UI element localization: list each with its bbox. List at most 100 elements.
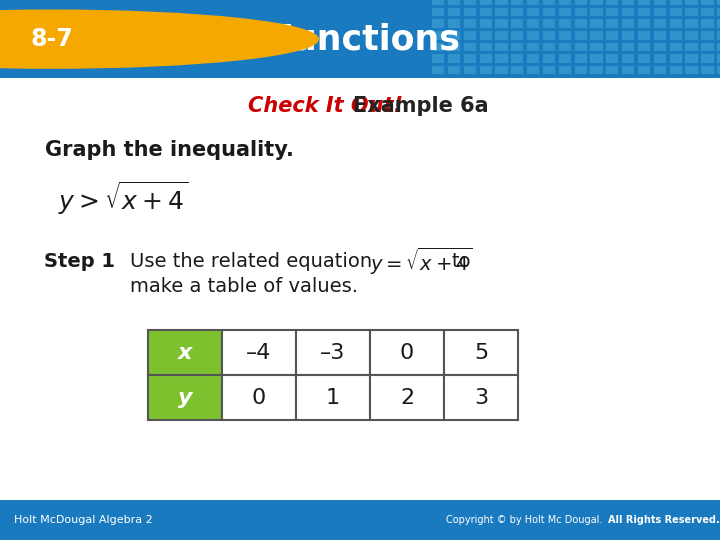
FancyBboxPatch shape (480, 0, 492, 5)
FancyBboxPatch shape (670, 31, 682, 39)
FancyBboxPatch shape (622, 66, 634, 75)
FancyBboxPatch shape (527, 31, 539, 39)
FancyBboxPatch shape (480, 43, 492, 51)
FancyBboxPatch shape (575, 66, 587, 75)
FancyBboxPatch shape (543, 66, 555, 75)
FancyBboxPatch shape (575, 31, 587, 39)
FancyBboxPatch shape (606, 66, 618, 75)
FancyBboxPatch shape (717, 66, 720, 75)
Text: make a table of values.: make a table of values. (130, 277, 358, 296)
FancyBboxPatch shape (701, 19, 714, 28)
Text: Example 6a: Example 6a (353, 96, 489, 116)
Circle shape (0, 10, 318, 68)
FancyBboxPatch shape (448, 0, 460, 5)
FancyBboxPatch shape (701, 8, 714, 16)
Text: 0: 0 (400, 343, 414, 363)
FancyBboxPatch shape (559, 54, 571, 63)
FancyBboxPatch shape (701, 66, 714, 75)
FancyBboxPatch shape (717, 54, 720, 63)
FancyBboxPatch shape (685, 43, 698, 51)
FancyBboxPatch shape (543, 54, 555, 63)
FancyBboxPatch shape (432, 19, 444, 28)
FancyBboxPatch shape (495, 19, 508, 28)
FancyBboxPatch shape (670, 43, 682, 51)
Bar (370, 375, 444, 421)
FancyBboxPatch shape (685, 66, 698, 75)
FancyBboxPatch shape (432, 66, 444, 75)
FancyBboxPatch shape (432, 54, 444, 63)
Bar (444, 330, 518, 375)
FancyBboxPatch shape (559, 8, 571, 16)
FancyBboxPatch shape (0, 500, 720, 540)
FancyBboxPatch shape (480, 8, 492, 16)
FancyBboxPatch shape (559, 19, 571, 28)
FancyBboxPatch shape (448, 31, 460, 39)
FancyBboxPatch shape (654, 43, 666, 51)
FancyBboxPatch shape (717, 31, 720, 39)
FancyBboxPatch shape (575, 0, 587, 5)
FancyBboxPatch shape (701, 0, 714, 5)
FancyBboxPatch shape (559, 43, 571, 51)
FancyBboxPatch shape (527, 8, 539, 16)
FancyBboxPatch shape (685, 54, 698, 63)
FancyBboxPatch shape (495, 66, 508, 75)
FancyBboxPatch shape (590, 66, 603, 75)
Text: 1: 1 (326, 388, 340, 408)
Text: Radical Functions: Radical Functions (115, 22, 460, 56)
FancyBboxPatch shape (543, 43, 555, 51)
Bar (222, 375, 296, 421)
Text: y: y (178, 388, 192, 408)
FancyBboxPatch shape (543, 31, 555, 39)
FancyBboxPatch shape (511, 54, 523, 63)
FancyBboxPatch shape (495, 8, 508, 16)
FancyBboxPatch shape (511, 66, 523, 75)
Text: 8-7: 8-7 (30, 27, 73, 51)
FancyBboxPatch shape (575, 19, 587, 28)
FancyBboxPatch shape (448, 54, 460, 63)
FancyBboxPatch shape (495, 0, 508, 5)
FancyBboxPatch shape (638, 54, 650, 63)
Text: –4: –4 (246, 343, 271, 363)
FancyBboxPatch shape (685, 0, 698, 5)
Text: Graph the inequality.: Graph the inequality. (45, 140, 294, 160)
Bar (444, 375, 518, 421)
FancyBboxPatch shape (480, 31, 492, 39)
FancyBboxPatch shape (464, 31, 476, 39)
FancyBboxPatch shape (717, 0, 720, 5)
FancyBboxPatch shape (606, 31, 618, 39)
FancyBboxPatch shape (701, 54, 714, 63)
FancyBboxPatch shape (701, 31, 714, 39)
FancyBboxPatch shape (464, 43, 476, 51)
Text: x: x (178, 343, 192, 363)
Bar (296, 330, 370, 375)
FancyBboxPatch shape (670, 54, 682, 63)
Bar (148, 330, 222, 375)
FancyBboxPatch shape (654, 31, 666, 39)
FancyBboxPatch shape (511, 0, 523, 5)
FancyBboxPatch shape (590, 31, 603, 39)
FancyBboxPatch shape (543, 0, 555, 5)
Text: All Rights Reserved.: All Rights Reserved. (608, 515, 720, 525)
Bar (296, 375, 370, 421)
FancyBboxPatch shape (575, 43, 587, 51)
FancyBboxPatch shape (622, 19, 634, 28)
FancyBboxPatch shape (685, 8, 698, 16)
Text: 2: 2 (400, 388, 414, 408)
Text: Use the related equation: Use the related equation (130, 252, 372, 271)
FancyBboxPatch shape (590, 8, 603, 16)
FancyBboxPatch shape (622, 54, 634, 63)
FancyBboxPatch shape (480, 54, 492, 63)
FancyBboxPatch shape (638, 66, 650, 75)
FancyBboxPatch shape (511, 19, 523, 28)
FancyBboxPatch shape (638, 8, 650, 16)
FancyBboxPatch shape (575, 8, 587, 16)
FancyBboxPatch shape (685, 31, 698, 39)
FancyBboxPatch shape (511, 8, 523, 16)
FancyBboxPatch shape (575, 54, 587, 63)
FancyBboxPatch shape (527, 66, 539, 75)
FancyBboxPatch shape (448, 8, 460, 16)
FancyBboxPatch shape (638, 31, 650, 39)
FancyBboxPatch shape (638, 43, 650, 51)
FancyBboxPatch shape (606, 0, 618, 5)
Bar (370, 330, 444, 375)
